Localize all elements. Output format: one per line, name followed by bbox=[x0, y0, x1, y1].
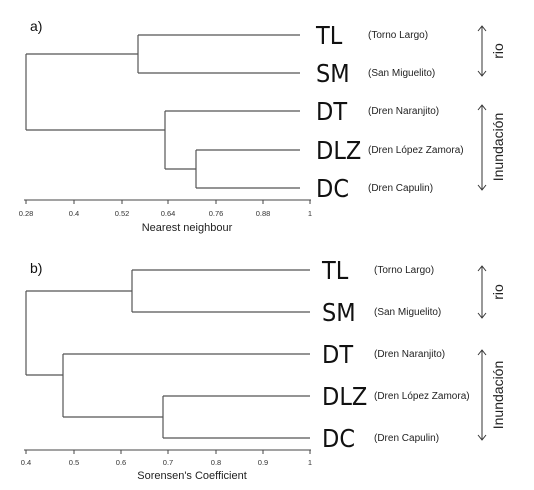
panel-a: a) 0.28 0.4 0.52 0.64 0.76 0.88 1 bbox=[19, 18, 506, 234]
leaf-code-tl: TL bbox=[321, 256, 349, 285]
leaf-code-sm: SM bbox=[322, 298, 356, 327]
x-ticks bbox=[25, 200, 311, 204]
tick-label: 0.52 bbox=[115, 209, 130, 218]
tick-label: 0.7 bbox=[163, 458, 173, 467]
group-arrow-rio bbox=[477, 265, 487, 319]
leaf-code-tl: TL bbox=[315, 21, 343, 50]
tick-label: 1 bbox=[308, 209, 312, 218]
leaf-name-dlz: (Dren López Zamora) bbox=[368, 145, 464, 156]
group-arrow-inundacion bbox=[477, 104, 487, 191]
leaf-code-dlz: DLZ bbox=[316, 136, 361, 165]
x-axis-label: Sorensen's Coefficient bbox=[137, 470, 247, 482]
tick-label: 0.5 bbox=[69, 458, 79, 467]
leaf-code-sm: SM bbox=[316, 59, 350, 88]
leaf-name-dlz: (Dren López Zamora) bbox=[374, 391, 470, 402]
leaf-name-dc: (Dren Capulin) bbox=[374, 433, 439, 444]
tick-label: 0.6 bbox=[116, 458, 126, 467]
tick-label: 0.28 bbox=[19, 209, 34, 218]
leaf-name-sm: (San Miguelito) bbox=[374, 307, 441, 318]
group-arrow-rio bbox=[477, 25, 487, 77]
leaf-name-tl: (Torno Largo) bbox=[374, 265, 434, 276]
group-label-rio: rio bbox=[490, 43, 506, 59]
leaf-code-dt: DT bbox=[322, 340, 353, 369]
tick-label: 0.88 bbox=[256, 209, 271, 218]
tick-label: 0.4 bbox=[69, 209, 79, 218]
leaf-code-dlz: DLZ bbox=[322, 382, 367, 411]
leaf-name-sm: (San Miguelito) bbox=[368, 68, 435, 79]
tick-label: 0.4 bbox=[21, 458, 31, 467]
panel-b-label: b) bbox=[30, 260, 42, 276]
group-label-inundacion: Inundación bbox=[490, 361, 506, 430]
leaf-name-dt: (Dren Naranjito) bbox=[374, 349, 445, 360]
group-label-inundacion: Inundación bbox=[490, 113, 506, 182]
panel-a-label: a) bbox=[30, 18, 42, 34]
tick-label: 0.76 bbox=[209, 209, 224, 218]
x-axis-label: Nearest neighbour bbox=[142, 222, 233, 234]
tick-label: 0.8 bbox=[211, 458, 221, 467]
leaf-code-dc: DC bbox=[316, 174, 349, 203]
group-label-rio: rio bbox=[490, 284, 506, 300]
group-arrow-inundacion bbox=[477, 349, 487, 441]
leaf-code-dc: DC bbox=[322, 424, 355, 453]
tick-label: 1 bbox=[308, 458, 312, 467]
leaf-name-dc: (Dren Capulin) bbox=[368, 183, 433, 194]
tick-label: 0.9 bbox=[258, 458, 268, 467]
leaf-code-dt: DT bbox=[316, 97, 347, 126]
x-ticks bbox=[25, 450, 311, 454]
leaf-name-dt: (Dren Naranjito) bbox=[368, 106, 439, 117]
tick-label: 0.64 bbox=[161, 209, 176, 218]
panel-b: b) 0.4 0.5 0.6 0.7 0.8 0.9 1 Sorensen's … bbox=[21, 256, 506, 482]
leaf-name-tl: (Torno Largo) bbox=[368, 30, 428, 41]
